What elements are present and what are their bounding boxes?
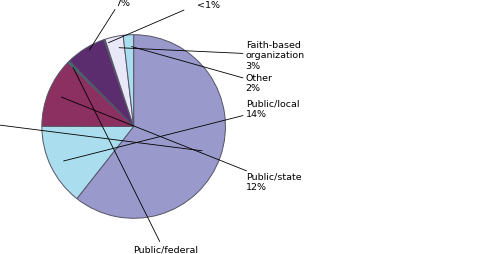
Text: Public/state
12%: Public/state 12% xyxy=(61,98,301,192)
Wedge shape xyxy=(68,62,134,127)
Text: Faith-based
organization
3%: Faith-based organization 3% xyxy=(119,41,305,71)
Wedge shape xyxy=(77,36,226,218)
Text: Unincorporated
<1%: Unincorporated <1% xyxy=(108,0,246,43)
Text: Private, nonprofit
(not faith-based)
61%: Private, nonprofit (not faith-based) 61% xyxy=(0,105,202,151)
Wedge shape xyxy=(123,36,134,127)
Wedge shape xyxy=(105,36,134,127)
Text: Public/federal
<1%: Public/federal <1% xyxy=(73,68,198,254)
Wedge shape xyxy=(42,127,134,199)
Wedge shape xyxy=(42,64,134,127)
Wedge shape xyxy=(69,40,134,127)
Wedge shape xyxy=(104,40,134,127)
Text: Other
2%: Other 2% xyxy=(132,47,273,93)
Text: Public/local
14%: Public/local 14% xyxy=(64,99,299,161)
Text: Private, for-profit
7%: Private, for-profit 7% xyxy=(83,0,163,51)
